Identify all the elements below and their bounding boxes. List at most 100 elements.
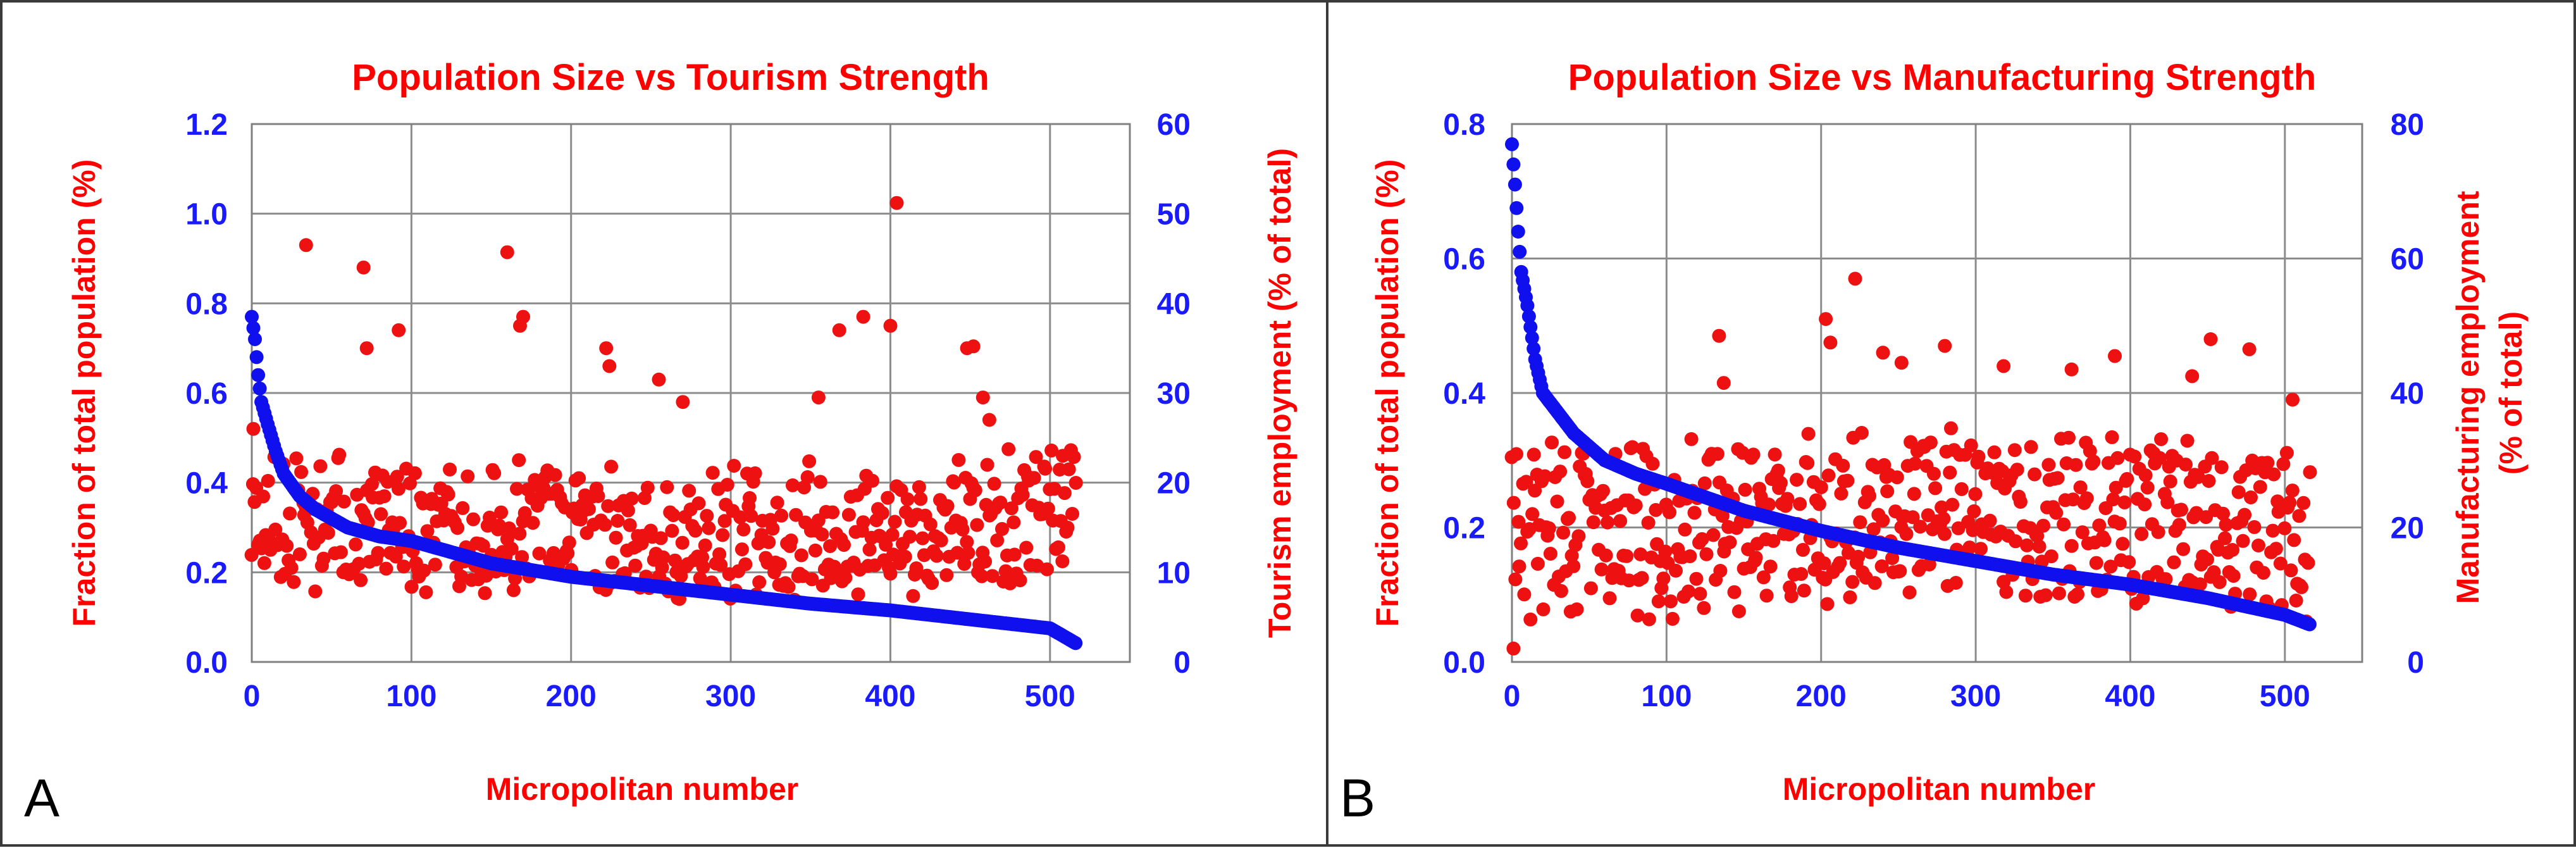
employment-point (2238, 508, 2252, 522)
employment-point (1038, 461, 1053, 476)
employment-point (1738, 482, 1752, 497)
employment-point (889, 196, 904, 210)
employment-point (1951, 521, 1966, 535)
employment-point (998, 564, 1013, 578)
employment-point (1851, 549, 1866, 564)
employment-point (1759, 589, 1774, 603)
employment-point (1812, 497, 1826, 511)
employment-point (947, 475, 962, 490)
employment-point (1586, 515, 1601, 530)
employment-point (765, 521, 780, 536)
employment-point (2176, 542, 2191, 556)
employment-point (2062, 430, 2076, 445)
employment-point (1894, 356, 1909, 370)
employment-point (1814, 480, 1828, 494)
population-point (1525, 330, 1539, 345)
employment-point (702, 521, 716, 535)
employment-point (2050, 471, 2065, 485)
employment-point (1773, 476, 1788, 490)
employment-point (1999, 585, 2014, 599)
employment-point (1554, 583, 1568, 598)
employment-point (621, 503, 635, 518)
employment-point (1596, 483, 1610, 498)
y-right-label-a: Tourism employment (% of total) (1262, 148, 1297, 638)
employment-point (1848, 271, 1862, 286)
employment-point (268, 522, 283, 537)
y-right-label-b-line2: (% of total) (2493, 311, 2529, 475)
employment-point (1943, 465, 1957, 480)
employment-point (476, 539, 490, 553)
employment-point (1517, 587, 1532, 602)
employment-point (417, 563, 431, 578)
employment-point (813, 475, 827, 489)
employment-point (1699, 547, 1714, 561)
population-point (1068, 636, 1083, 651)
employment-point (2052, 586, 2066, 601)
population-series-b (1505, 137, 2317, 632)
employment-point (2064, 539, 2079, 553)
employment-point (2120, 471, 2134, 486)
employment-point (1056, 449, 1070, 463)
employment-point (2138, 497, 2152, 512)
employment-point (974, 569, 989, 583)
employment-point (2057, 517, 2071, 532)
employment-point (1041, 501, 1055, 516)
x-tick-b-0: 0 (1504, 680, 1521, 713)
employment-point (333, 545, 348, 559)
employment-point (862, 542, 877, 557)
employment-point (605, 555, 620, 570)
employment-point (308, 584, 323, 599)
employment-point (294, 465, 309, 479)
y-right-label-b-line1: Manufacturing employment (2450, 190, 2486, 604)
population-point (1508, 177, 1522, 192)
employment-point (2069, 458, 2083, 472)
employment-point (2243, 587, 2257, 602)
employment-point (2065, 492, 2080, 507)
employment-point (352, 556, 366, 571)
employment-point (2205, 451, 2219, 465)
employment-point (1663, 505, 1676, 520)
y-right-tick-a-2: 20 (1157, 467, 1191, 501)
employment-point (961, 546, 975, 560)
employment-point (2287, 533, 2301, 547)
employment-point (881, 490, 895, 505)
employment-point (2286, 392, 2300, 407)
employment-point (856, 309, 870, 324)
employment-point (2294, 580, 2308, 594)
employment-point (1697, 601, 1711, 615)
employment-point (2086, 454, 2101, 469)
employment-point (506, 583, 521, 597)
employment-point (1821, 468, 1836, 483)
employment-point (1908, 456, 1923, 471)
x-label-b: Micropolitan number (1783, 771, 2095, 807)
employment-point (393, 516, 407, 530)
employment-point (2219, 518, 2233, 532)
employment-point (2174, 502, 2188, 517)
employment-point (912, 480, 926, 494)
employment-point (1819, 312, 1833, 327)
employment-point (923, 517, 938, 532)
employment-point (655, 560, 669, 575)
employment-point (2013, 495, 2028, 509)
employment-point (609, 530, 623, 545)
employment-point (2018, 589, 2033, 603)
population-point (1505, 137, 1519, 151)
employment-point (714, 558, 728, 572)
employment-point (1622, 573, 1636, 588)
employment-point (407, 466, 422, 480)
panel-letter-b: B (1340, 768, 1375, 828)
employment-point (675, 535, 690, 550)
employment-point (2282, 496, 2297, 510)
employment-point (1557, 445, 1572, 459)
employment-point (1874, 559, 1889, 573)
employment-point (1635, 571, 1649, 585)
employment-point (2265, 523, 2280, 538)
employment-point (1543, 547, 1557, 561)
chart-title-a: Population Size vs Tourism Strength (352, 57, 989, 98)
employment-point (392, 482, 406, 496)
y-right-tick-a-0: 0 (1173, 646, 1191, 680)
employment-point (316, 551, 331, 566)
employment-point (770, 496, 784, 510)
panel-b-border (1326, 0, 2576, 847)
